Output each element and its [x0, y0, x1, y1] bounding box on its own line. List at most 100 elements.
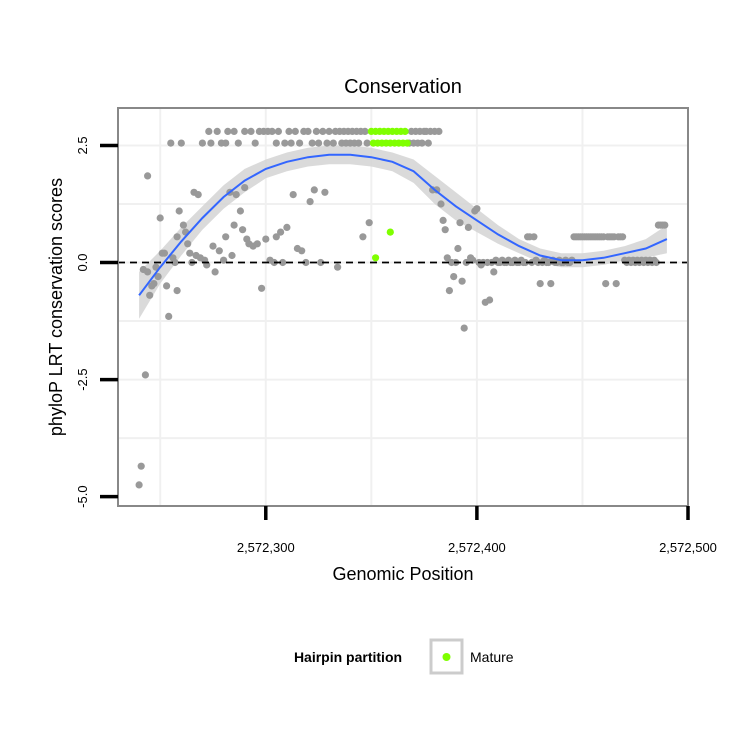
data-point	[274, 127, 282, 135]
y-tick-label: 2.5	[75, 136, 90, 154]
data-point	[291, 127, 299, 135]
data-point	[184, 240, 192, 248]
data-point	[209, 242, 217, 250]
data-point	[247, 127, 255, 135]
data-point	[262, 235, 270, 243]
data-point	[490, 268, 498, 276]
data-point	[207, 139, 215, 147]
data-point	[441, 226, 449, 234]
data-point	[473, 205, 481, 213]
data-point	[424, 139, 432, 147]
data-point	[230, 221, 238, 229]
data-point	[306, 198, 314, 206]
data-point	[325, 127, 333, 135]
data-point-mature	[401, 127, 409, 135]
data-point	[211, 268, 219, 276]
data-point	[205, 127, 213, 135]
data-point	[661, 221, 669, 229]
data-point	[194, 191, 202, 199]
data-point	[365, 219, 373, 227]
legend: Hairpin partition Mature	[294, 638, 514, 675]
data-point	[323, 139, 331, 147]
data-point	[486, 296, 494, 304]
data-point	[230, 127, 238, 135]
data-point	[439, 216, 447, 224]
data-points-layer	[135, 127, 669, 489]
data-point	[232, 191, 240, 199]
data-point	[173, 233, 181, 241]
data-point	[179, 221, 187, 229]
data-point	[272, 139, 280, 147]
data-point	[329, 139, 337, 147]
data-point	[198, 139, 206, 147]
data-point	[547, 280, 555, 288]
data-point	[602, 280, 610, 288]
chart-title: Conservation	[344, 76, 462, 98]
x-axis-title: Genomic Position	[332, 564, 473, 584]
data-point	[150, 280, 158, 288]
data-point	[146, 291, 154, 299]
data-point	[224, 127, 232, 135]
data-point	[289, 191, 297, 199]
data-point	[177, 139, 185, 147]
plot-panel-border	[117, 107, 689, 507]
data-point	[536, 280, 544, 288]
data-point	[321, 188, 329, 196]
x-tick-labels: 2,572,300 2,572,400 2,572,500	[237, 540, 717, 555]
data-point	[334, 263, 342, 271]
axis-ticks	[100, 143, 690, 520]
data-point	[228, 251, 236, 260]
data-point	[167, 139, 175, 147]
data-point	[186, 249, 194, 257]
data-point-mature	[403, 139, 411, 147]
data-point	[163, 282, 171, 290]
data-point	[215, 247, 223, 255]
data-point	[135, 481, 143, 489]
data-point	[418, 139, 426, 147]
data-point	[171, 258, 179, 267]
smooth-line-layer	[138, 153, 668, 296]
data-point	[251, 139, 259, 147]
data-point	[175, 207, 183, 215]
data-point	[241, 184, 249, 192]
y-tick-label: -2.5	[75, 368, 90, 390]
data-point	[241, 127, 249, 135]
data-point	[359, 233, 367, 241]
data-point-mature	[372, 254, 380, 262]
data-point	[312, 127, 320, 135]
data-point	[454, 244, 462, 253]
legend-key-mature	[442, 653, 451, 661]
data-point	[258, 284, 266, 292]
data-point	[154, 273, 162, 281]
data-point	[308, 139, 316, 147]
data-point	[521, 258, 530, 267]
data-point	[464, 223, 472, 231]
data-point	[287, 139, 295, 147]
data-point	[612, 280, 620, 288]
data-point	[435, 127, 443, 135]
x-tick-label: 2,572,500	[659, 540, 717, 555]
data-point	[156, 214, 164, 222]
data-point	[173, 287, 181, 295]
data-point	[279, 258, 287, 267]
data-point	[296, 139, 304, 147]
data-point	[363, 139, 371, 147]
data-point	[355, 139, 363, 147]
data-point	[281, 139, 289, 147]
data-point	[160, 249, 168, 257]
data-point	[137, 462, 145, 470]
data-point	[283, 223, 291, 231]
legend-title: Hairpin partition	[294, 649, 402, 665]
data-point	[460, 324, 468, 332]
data-point	[310, 186, 318, 194]
data-point	[443, 254, 451, 262]
data-point	[268, 127, 276, 135]
data-point	[234, 139, 242, 147]
y-tick-label: 0.0	[75, 253, 90, 271]
data-point	[298, 247, 306, 255]
data-point	[450, 273, 458, 281]
y-axis-title: phyloP LRT conservation scores	[46, 178, 66, 436]
legend-label-mature: Mature	[470, 649, 514, 665]
data-point	[285, 127, 293, 135]
data-point	[304, 127, 312, 135]
